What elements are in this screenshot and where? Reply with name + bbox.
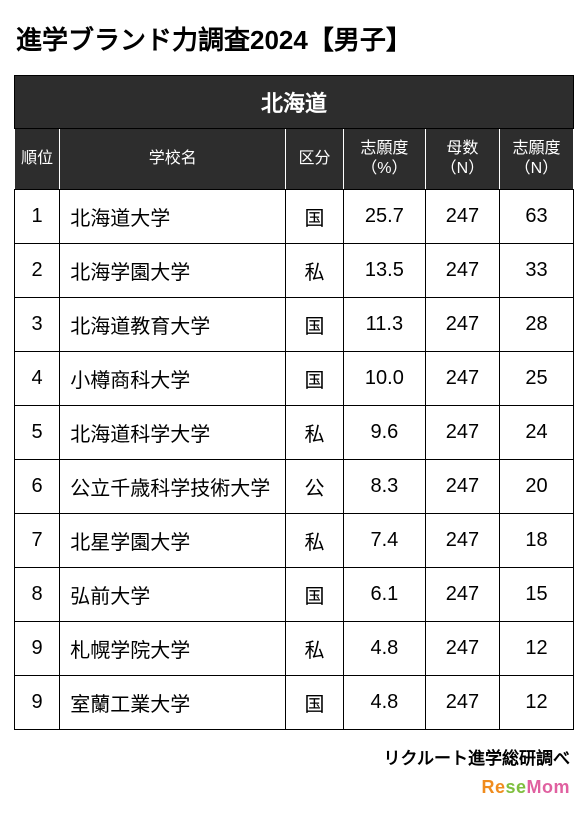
col-bosu: 母数 （N）	[425, 129, 499, 190]
cell-pct: 13.5	[343, 244, 425, 298]
region-header-row: 北海道	[15, 76, 574, 129]
cell-kubun: 私	[286, 514, 344, 568]
cell-cnt: 28	[499, 298, 573, 352]
cell-name: 北星学園大学	[60, 514, 286, 568]
cell-cnt: 15	[499, 568, 573, 622]
cell-name: 札幌学院大学	[60, 622, 286, 676]
cell-pct: 25.7	[343, 190, 425, 244]
table-row: 2北海学園大学私13.524733	[15, 244, 574, 298]
cell-bosu: 247	[425, 676, 499, 730]
cell-cnt: 18	[499, 514, 573, 568]
cell-name: 北海学園大学	[60, 244, 286, 298]
column-header-row: 順位 学校名 区分 志願度 （%） 母数 （N） 志願度 （N）	[15, 129, 574, 190]
cell-pct: 10.0	[343, 352, 425, 406]
cell-name: 北海道大学	[60, 190, 286, 244]
cell-kubun: 国	[286, 676, 344, 730]
cell-pct: 11.3	[343, 298, 425, 352]
cell-name: 弘前大学	[60, 568, 286, 622]
cell-kubun: 私	[286, 244, 344, 298]
cell-kubun: 国	[286, 568, 344, 622]
ranking-table: 北海道 順位 学校名 区分 志願度 （%） 母数 （N） 志願度 （N） 1北海…	[14, 75, 574, 730]
cell-kubun: 私	[286, 622, 344, 676]
cell-cnt: 25	[499, 352, 573, 406]
table-row: 7北星学園大学私7.424718	[15, 514, 574, 568]
cell-cnt: 12	[499, 676, 573, 730]
cell-bosu: 247	[425, 568, 499, 622]
cell-cnt: 20	[499, 460, 573, 514]
table-row: 4小樽商科大学国10.024725	[15, 352, 574, 406]
cell-rank: 2	[15, 244, 60, 298]
region-name: 北海道	[15, 76, 574, 129]
logo-re: Re	[481, 777, 505, 797]
cell-rank: 3	[15, 298, 60, 352]
cell-name: 公立千歳科学技術大学	[60, 460, 286, 514]
cell-rank: 5	[15, 406, 60, 460]
cell-cnt: 24	[499, 406, 573, 460]
cell-name: 室蘭工業大学	[60, 676, 286, 730]
table-row: 9札幌学院大学私4.824712	[15, 622, 574, 676]
cell-kubun: 私	[286, 406, 344, 460]
source-text: リクルート進学総研調べ	[14, 744, 574, 769]
table-body: 1北海道大学国25.7247632北海学園大学私13.5247333北海道教育大…	[15, 190, 574, 730]
table-row: 6公立千歳科学技術大学公8.324720	[15, 460, 574, 514]
cell-pct: 8.3	[343, 460, 425, 514]
cell-kubun: 国	[286, 190, 344, 244]
cell-cnt: 12	[499, 622, 573, 676]
col-kubun: 区分	[286, 129, 344, 190]
cell-rank: 6	[15, 460, 60, 514]
table-row: 5北海道科学大学私9.624724	[15, 406, 574, 460]
cell-bosu: 247	[425, 514, 499, 568]
cell-pct: 6.1	[343, 568, 425, 622]
logo-se: se	[505, 777, 526, 797]
cell-bosu: 247	[425, 460, 499, 514]
cell-name: 北海道科学大学	[60, 406, 286, 460]
cell-rank: 9	[15, 676, 60, 730]
cell-bosu: 247	[425, 190, 499, 244]
page-title: 進学ブランド力調査2024【男子】	[16, 20, 574, 57]
cell-rank: 1	[15, 190, 60, 244]
cell-bosu: 247	[425, 298, 499, 352]
cell-pct: 7.4	[343, 514, 425, 568]
cell-kubun: 国	[286, 352, 344, 406]
col-rank: 順位	[15, 129, 60, 190]
cell-cnt: 33	[499, 244, 573, 298]
cell-rank: 8	[15, 568, 60, 622]
logo-mom: Mom	[527, 777, 571, 797]
cell-name: 小樽商科大学	[60, 352, 286, 406]
cell-rank: 9	[15, 622, 60, 676]
col-pct: 志願度 （%）	[343, 129, 425, 190]
cell-kubun: 国	[286, 298, 344, 352]
cell-pct: 9.6	[343, 406, 425, 460]
resemom-logo: ReseMom	[14, 777, 574, 798]
cell-kubun: 公	[286, 460, 344, 514]
col-cnt: 志願度 （N）	[499, 129, 573, 190]
table-row: 3北海道教育大学国11.324728	[15, 298, 574, 352]
cell-bosu: 247	[425, 352, 499, 406]
cell-pct: 4.8	[343, 622, 425, 676]
cell-name: 北海道教育大学	[60, 298, 286, 352]
table-row: 9室蘭工業大学国4.824712	[15, 676, 574, 730]
cell-bosu: 247	[425, 622, 499, 676]
cell-bosu: 247	[425, 244, 499, 298]
cell-rank: 4	[15, 352, 60, 406]
cell-rank: 7	[15, 514, 60, 568]
cell-bosu: 247	[425, 406, 499, 460]
cell-pct: 4.8	[343, 676, 425, 730]
col-name: 学校名	[60, 129, 286, 190]
table-row: 1北海道大学国25.724763	[15, 190, 574, 244]
table-row: 8弘前大学国6.124715	[15, 568, 574, 622]
cell-cnt: 63	[499, 190, 573, 244]
